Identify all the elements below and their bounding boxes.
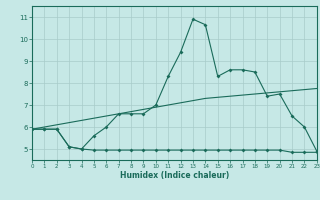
X-axis label: Humidex (Indice chaleur): Humidex (Indice chaleur) — [120, 171, 229, 180]
